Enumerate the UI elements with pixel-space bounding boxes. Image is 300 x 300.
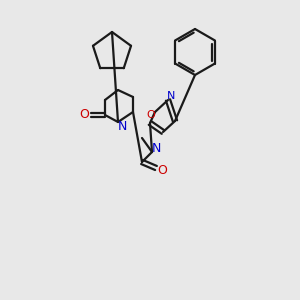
Text: O: O [157, 164, 167, 176]
Text: N: N [167, 91, 175, 101]
Text: N: N [117, 119, 127, 133]
Text: O: O [147, 110, 155, 120]
Text: O: O [79, 109, 89, 122]
Text: N: N [151, 142, 161, 155]
